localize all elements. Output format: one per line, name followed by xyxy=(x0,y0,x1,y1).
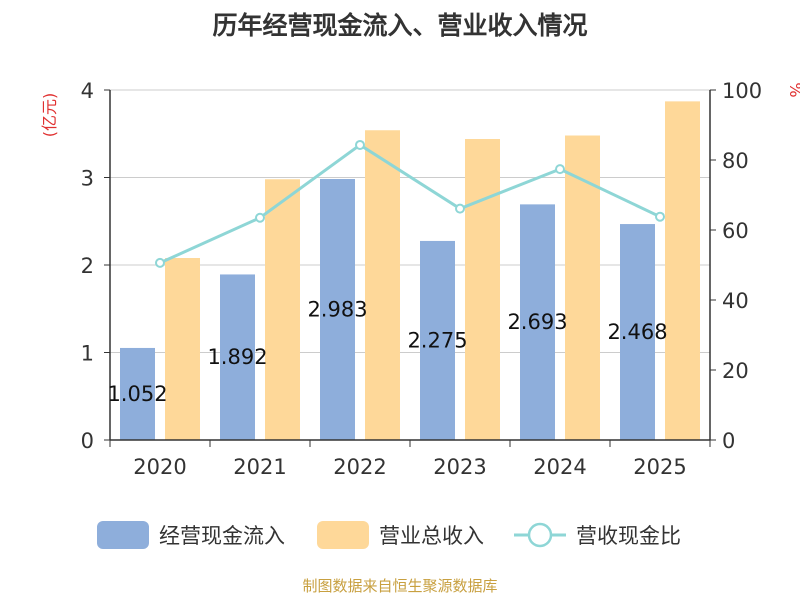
x-tick-label: 2020 xyxy=(133,455,186,479)
legend-label: 营收现金比 xyxy=(576,524,681,548)
legend-swatch xyxy=(317,521,369,549)
x-tick-label: 2021 xyxy=(233,455,286,479)
y-right-tick-label: 0 xyxy=(722,429,735,453)
bar xyxy=(365,130,400,440)
y-right-tick-label: 100 xyxy=(722,79,762,103)
bar-value-label: 2.275 xyxy=(407,328,467,352)
legend-swatch xyxy=(97,521,149,549)
bar xyxy=(520,204,555,440)
ratio-point xyxy=(155,257,165,268)
ratio-point xyxy=(455,203,465,214)
y-left-tick-label: 2 xyxy=(81,254,94,278)
bar xyxy=(620,224,655,440)
legend-label: 营业总收入 xyxy=(379,524,484,548)
bar xyxy=(165,258,200,440)
ratio-line xyxy=(155,139,665,268)
x-tick-label: 2022 xyxy=(333,455,386,479)
bar xyxy=(420,240,455,440)
y-left-tick-label: 0 xyxy=(81,429,94,453)
y-left-tick-label: 4 xyxy=(81,79,94,103)
ratio-point xyxy=(655,211,665,222)
y-right-tick-label: 40 xyxy=(722,289,749,313)
legend: 经营现金流入 营业总收入 营收现金比 xyxy=(97,521,681,549)
axes: 01234020406080100(亿元)%202020212022202320… xyxy=(40,79,800,479)
legend-marker xyxy=(527,522,553,548)
y-right-tick-label: 80 xyxy=(722,149,749,173)
y-left-tick-label: 3 xyxy=(81,167,94,191)
bar xyxy=(220,274,255,440)
y-left-axis-title: (亿元) xyxy=(40,93,59,138)
x-tick-label: 2025 xyxy=(633,455,686,479)
data-labels: 1.052 1.892 2.983 2.275 2.693 2.468 xyxy=(107,297,667,405)
bar-value-label: 2.693 xyxy=(507,310,567,334)
bar-value-label: 2.983 xyxy=(307,297,367,321)
ratio-polyline xyxy=(159,143,661,265)
x-tick-label: 2024 xyxy=(533,455,586,479)
legend-label: 经营现金流入 xyxy=(159,524,285,548)
bars xyxy=(120,101,700,441)
bar-value-label: 2.468 xyxy=(607,320,667,344)
x-tick-label: 2023 xyxy=(433,455,486,479)
y-right-tick-label: 20 xyxy=(722,359,749,383)
y-left-tick-label: 1 xyxy=(81,342,94,366)
chart-title: 历年经营现金流入、营业收入情况 xyxy=(212,11,588,40)
bar xyxy=(320,178,355,441)
ratio-point xyxy=(355,139,365,150)
bar xyxy=(120,347,155,440)
ratio-point xyxy=(255,212,265,223)
y-right-tick-label: 60 xyxy=(722,219,749,243)
bar-value-label: 1.052 xyxy=(107,382,167,406)
source-note: 制图数据来自恒生聚源数据库 xyxy=(302,577,498,595)
ratio-point xyxy=(555,164,565,175)
bar xyxy=(265,179,300,440)
bar xyxy=(665,101,700,440)
y-right-axis-title: % xyxy=(786,82,800,97)
bar-value-label: 1.892 xyxy=(207,345,267,369)
bar xyxy=(465,139,500,440)
